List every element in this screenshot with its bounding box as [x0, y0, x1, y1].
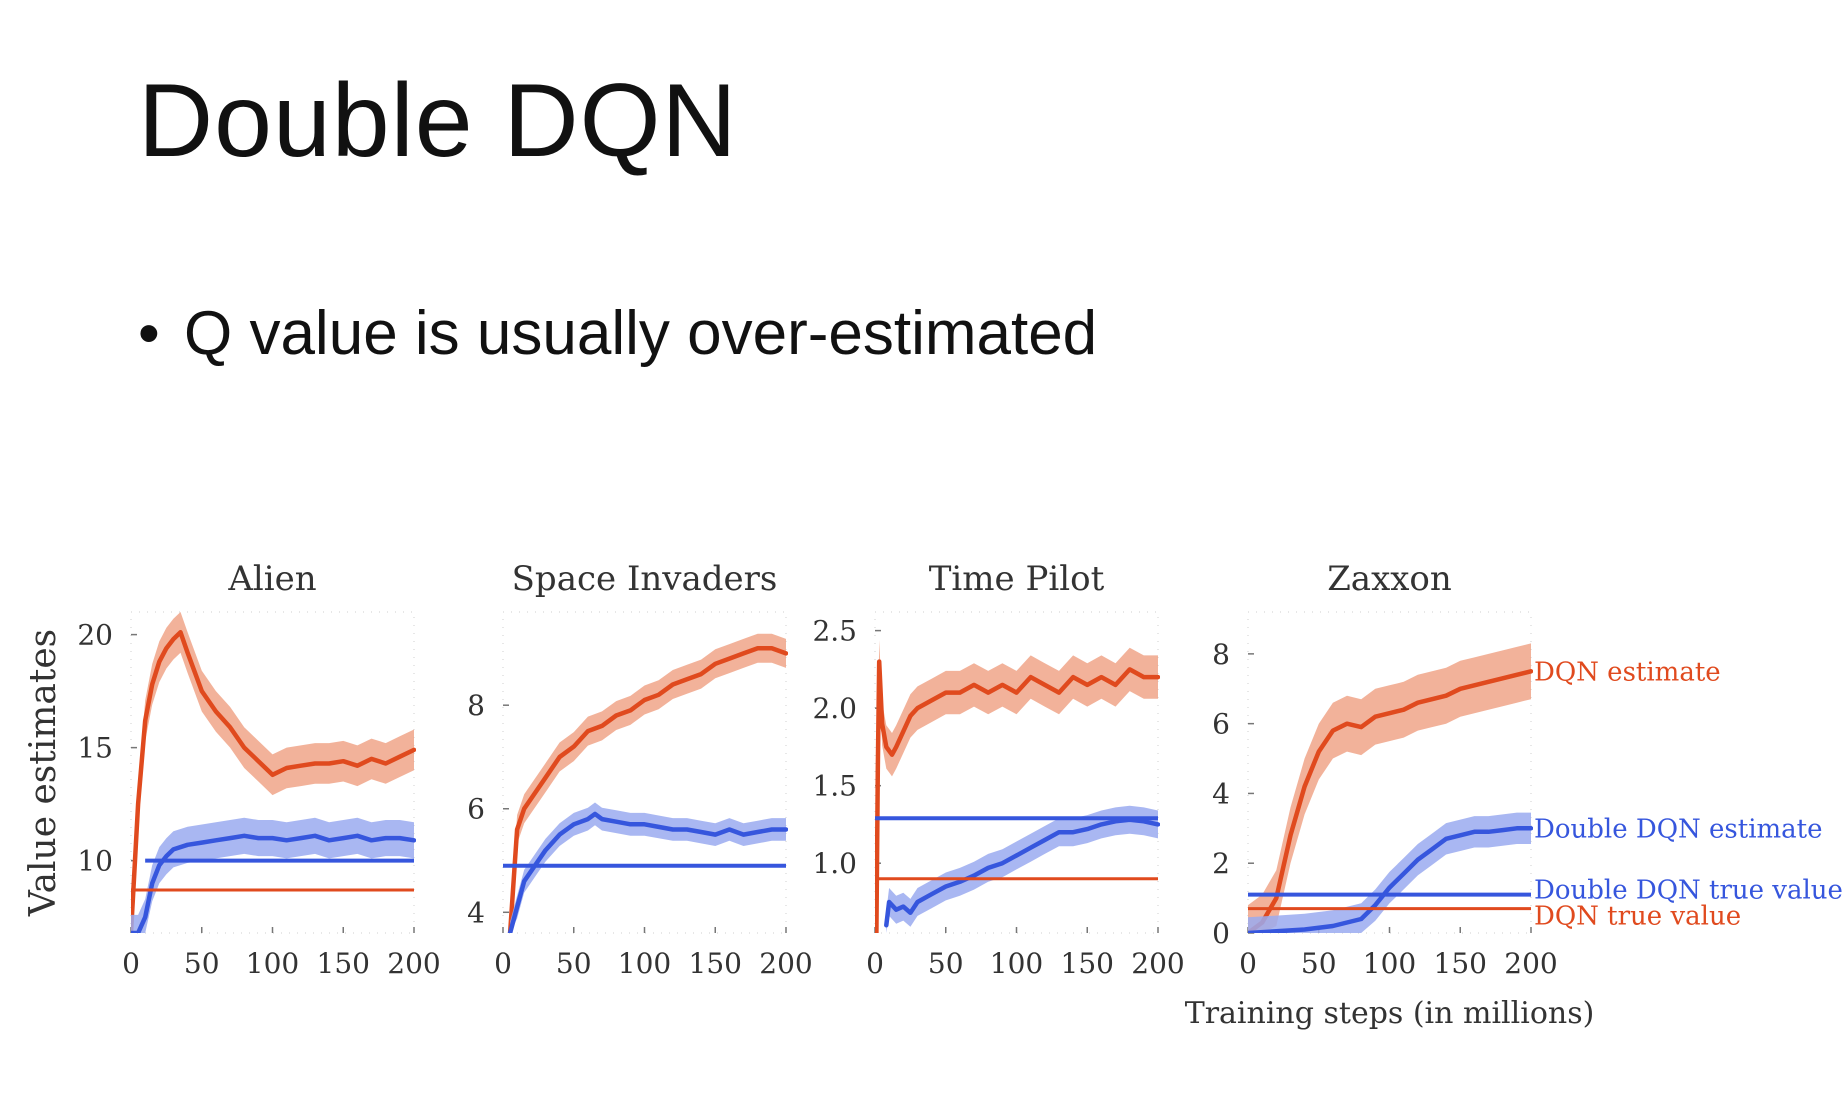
bullet-text: Q value is usually over-estimated	[184, 299, 1098, 368]
chart-title: Space Invaders	[512, 559, 778, 599]
x-tick-label: 50	[928, 947, 964, 980]
y-tick-label: 1.0	[812, 847, 857, 880]
plot-area	[131, 612, 416, 933]
chart-panel-zaxxon: Zaxxon 0 50 100 150 200 0 2 4 6 8 Training steps (i…	[1185, 559, 1842, 1031]
series-label-dqn-true-value: DQN true value	[1534, 902, 1741, 932]
y-tick-label: 4	[1212, 777, 1230, 810]
series-dqn_estimate-line	[131, 630, 416, 933]
x-tick-label: 200	[1131, 947, 1184, 980]
x-tick-label: 50	[1301, 947, 1337, 980]
chart-title: Zaxxon	[1327, 559, 1452, 599]
y-tick-label: 2.5	[812, 615, 857, 648]
x-tick-label: 200	[1504, 947, 1557, 980]
y-axis-label: Value estimates	[23, 629, 64, 917]
series-label-double-dqn-true-value: Double DQN true value	[1534, 876, 1842, 906]
x-tick-label: 200	[387, 947, 440, 980]
series-double_estimate-band	[1248, 812, 1531, 933]
x-tick-label: 100	[618, 947, 671, 980]
series-dqn_estimate-band	[876, 639, 1158, 933]
x-tick-label: 100	[1363, 947, 1416, 980]
x-tick-label: 50	[184, 947, 220, 980]
bullet-dot-icon: •	[138, 299, 160, 368]
series-dqn_estimate-band	[510, 633, 786, 933]
x-tick-label: 0	[866, 947, 884, 980]
y-tick-label: 8	[1212, 638, 1230, 671]
series-dqn_estimate-line	[875, 659, 1160, 933]
plot-area	[875, 639, 1160, 933]
x-tick-label: 200	[759, 947, 812, 980]
x-tick-label: 50	[556, 947, 592, 980]
series-double_estimate-band	[510, 802, 786, 933]
chart-panel-space-invaders: Space Invaders 0 50 100 150 200 4 6 8	[467, 559, 813, 980]
series-label-dqn-estimate: DQN estimate	[1534, 657, 1721, 687]
x-tick-label: 150	[317, 947, 370, 980]
x-tick-label: 0	[494, 947, 512, 980]
y-tick-label: 15	[77, 732, 113, 765]
slide-title: Double DQN	[138, 63, 738, 179]
y-tick-label: 20	[77, 619, 113, 652]
series-dqn_estimate-line	[507, 645, 788, 933]
x-tick-label: 150	[1434, 947, 1487, 980]
series-dqn_estimate-line	[1248, 669, 1533, 933]
x-tick-label: 100	[246, 947, 299, 980]
series-double_estimate-line	[884, 817, 1160, 928]
y-tick-label: 1.5	[812, 770, 857, 803]
y-tick-label: 2.0	[812, 692, 857, 725]
series-double_estimate-line	[1248, 826, 1533, 933]
series-label-double-dqn-estimate: Double DQN estimate	[1534, 814, 1823, 844]
x-tick-label: 0	[122, 947, 140, 980]
x-tick-label: 150	[689, 947, 742, 980]
series-double_estimate-band	[886, 805, 1158, 933]
series-double_estimate-band	[131, 817, 414, 933]
bullet-item: • Q value is usually over-estimated	[138, 298, 1097, 369]
x-tick-label: 100	[990, 947, 1043, 980]
chart-title: Alien	[227, 559, 316, 599]
chart-panel-alien: Alien 0 50 100 150 200 10 15 20 Value estimates	[23, 559, 441, 980]
y-tick-label: 6	[1212, 708, 1230, 741]
series-double_estimate-line	[507, 811, 788, 933]
chart-panel-time-pilot: Time Pilot 0 50 100 150 200 1.0 1.5 2.0 2.5	[812, 559, 1184, 980]
y-tick-label: 6	[467, 793, 485, 826]
plot-frame	[874, 611, 1159, 934]
plot-area	[503, 633, 788, 933]
plot-area	[1248, 643, 1533, 933]
x-axis-label: Training steps (in millions)	[1185, 996, 1595, 1031]
x-tick-label: 0	[1239, 947, 1257, 980]
x-tick-label: 150	[1061, 947, 1114, 980]
series-dqn_estimate-band	[1248, 643, 1531, 933]
y-tick-label: 10	[77, 845, 113, 878]
chart-title: Time Pilot	[929, 559, 1105, 599]
y-tick-label: 2	[1212, 847, 1230, 880]
series-double_estimate-line	[131, 833, 416, 933]
y-tick-label: 0	[1212, 917, 1230, 950]
y-tick-label: 8	[467, 689, 485, 722]
y-tick-label: 4	[467, 896, 485, 929]
